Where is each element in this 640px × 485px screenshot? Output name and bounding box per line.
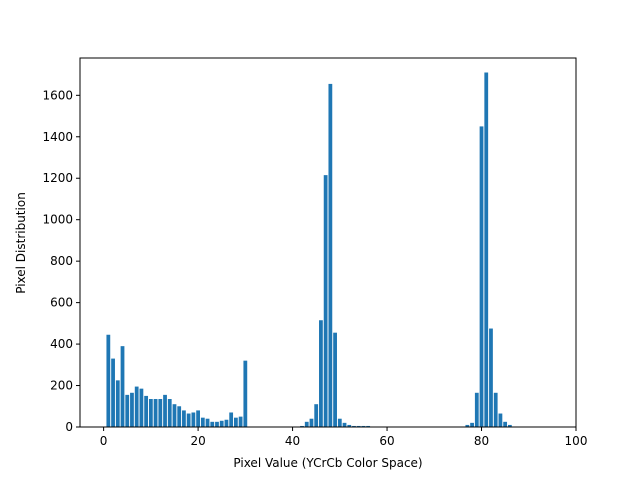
bar <box>182 410 186 427</box>
bar <box>356 425 361 427</box>
bar <box>153 399 158 427</box>
bar <box>328 83 333 427</box>
bar <box>238 416 243 427</box>
y-tick-label: 400 <box>50 337 73 351</box>
bar <box>115 380 120 427</box>
bar <box>196 410 200 427</box>
bar <box>337 418 342 427</box>
bar <box>319 320 323 427</box>
bar <box>314 404 319 427</box>
y-tick-label: 1400 <box>42 130 73 144</box>
bar <box>139 388 144 427</box>
bar <box>215 421 219 427</box>
bar <box>177 406 182 427</box>
bar <box>205 418 210 427</box>
plot-frame <box>79 57 577 428</box>
bar <box>493 392 498 427</box>
bar <box>347 424 352 427</box>
bar <box>503 421 508 427</box>
bar <box>342 422 347 427</box>
y-tick-label: 800 <box>50 254 73 268</box>
y-tick-label: 1200 <box>42 171 73 185</box>
bar <box>507 424 512 427</box>
bar <box>224 419 229 427</box>
bar <box>309 418 314 427</box>
bar <box>474 392 479 427</box>
x-tick-label: 40 <box>285 434 300 448</box>
x-tick-label: 60 <box>379 434 394 448</box>
bar <box>210 421 215 427</box>
bar <box>300 425 304 427</box>
bar <box>120 346 125 427</box>
bar <box>191 412 196 427</box>
bar <box>186 413 191 427</box>
y-tick-label: 0 <box>65 420 73 434</box>
y-tick-label: 1000 <box>42 213 73 227</box>
bar <box>163 394 167 427</box>
bar <box>106 334 111 427</box>
y-tick-label: 1600 <box>42 88 73 102</box>
bar <box>498 413 503 427</box>
y-tick-label: 200 <box>50 379 73 393</box>
y-axis-label: Pixel Distribution <box>14 192 28 294</box>
bar <box>144 395 149 427</box>
bar <box>229 412 234 427</box>
bar <box>489 328 493 427</box>
bar <box>479 126 484 427</box>
bar <box>125 394 130 427</box>
ticks-layer: 0 20 40 60 80 1000200400600800100012001400160… <box>42 88 587 448</box>
x-tick-label: 100 <box>565 434 588 448</box>
bar <box>465 424 470 427</box>
bar <box>352 425 356 427</box>
bar <box>333 332 337 427</box>
bar <box>134 386 139 427</box>
bar <box>470 422 474 427</box>
bar <box>158 399 163 427</box>
bar <box>200 417 205 427</box>
y-tick-label: 600 <box>50 296 73 310</box>
bar <box>148 399 153 427</box>
x-axis-label: Pixel Value (YCrCb Color Space) <box>233 456 422 470</box>
bar <box>366 425 371 427</box>
bar <box>243 360 248 427</box>
bar <box>130 392 134 427</box>
bar <box>323 175 328 427</box>
x-tick-label: 80 <box>474 434 489 448</box>
bar <box>304 421 309 427</box>
bar <box>219 420 224 427</box>
bars-layer <box>106 72 512 427</box>
bar <box>172 404 177 427</box>
bar <box>234 417 238 427</box>
bar <box>167 399 172 427</box>
x-tick-label: 0 <box>100 434 108 448</box>
x-tick-label: 20 <box>190 434 205 448</box>
bar <box>111 358 115 427</box>
bar <box>361 425 366 427</box>
bar <box>484 72 489 427</box>
